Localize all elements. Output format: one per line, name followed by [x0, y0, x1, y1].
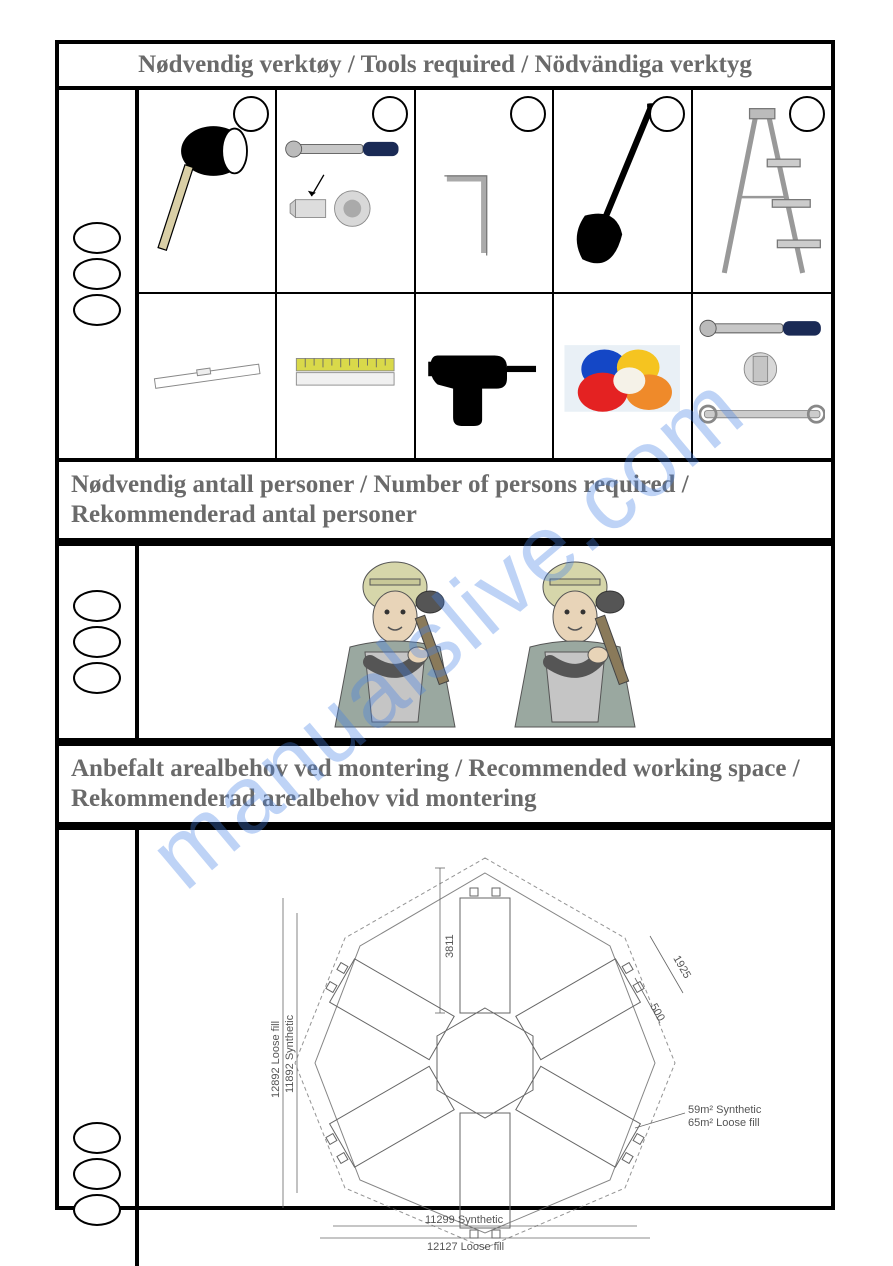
tool-cell-tape [277, 294, 415, 458]
tools-left-margin [59, 90, 139, 458]
tool-cell-shovel [554, 90, 692, 294]
count-circle [372, 96, 408, 132]
tools-cells [139, 90, 831, 458]
count-circle [789, 96, 825, 132]
workspace-left-margin [59, 830, 139, 1266]
worker-icon [310, 547, 480, 737]
page-frame: Nødvendig verktøy / Tools required / Nöd… [55, 40, 835, 1210]
color-caps-icon [560, 300, 684, 452]
checkbox-ellipse [73, 258, 121, 290]
persons-left-margin [59, 546, 139, 738]
drill-icon [422, 300, 546, 452]
ratchet-socket-wrench-icon [699, 300, 825, 452]
count-circle [510, 96, 546, 132]
worker-icon [490, 547, 660, 737]
checkbox-ellipse [73, 662, 121, 694]
level-icon [145, 300, 269, 452]
persons-section-title: Nødvendig antall personer / Number of pe… [59, 462, 831, 542]
workspace-row: 3811 1925 500 11299 Synthetic 12127 Loos… [59, 826, 831, 1266]
persons-content [139, 546, 831, 738]
checkbox-ellipse [73, 1158, 121, 1190]
dim-bottom-loose: 12127 Loose fill [427, 1241, 504, 1253]
checkbox-ellipse [73, 1122, 121, 1154]
dim-left-syn: 11892 Synthetic [284, 1014, 296, 1093]
dim-right-inner: 500 [647, 1002, 667, 1024]
dim-left-loose: 12892 Loose fill [270, 1021, 282, 1098]
dim-top: 3811 [444, 934, 456, 958]
tool-cell-hexkey [416, 90, 554, 294]
workspace-diagram: 3811 1925 500 11299 Synthetic 12127 Loos… [139, 830, 831, 1266]
area-syn: 59m² Synthetic [688, 1104, 762, 1116]
workspace-section-title: Anbefalt arealbehov ved montering / Reco… [59, 742, 831, 826]
tool-cell-caps [554, 294, 692, 458]
tool-cell-ladder [693, 90, 831, 294]
persons-row [59, 542, 831, 742]
count-circle [649, 96, 685, 132]
tools-grid [59, 90, 831, 462]
tool-cell-level [139, 294, 277, 458]
checkbox-ellipse [73, 222, 121, 254]
checkbox-ellipse [73, 1194, 121, 1226]
area-loose: 65m² Loose fill [688, 1117, 760, 1129]
tool-cell-ratchet2 [693, 294, 831, 458]
tool-cell-mallet [139, 90, 277, 294]
tool-cell-ratchet [277, 90, 415, 294]
tool-cell-drill [416, 294, 554, 458]
dim-bottom-syn: 11299 Synthetic [425, 1214, 504, 1226]
checkbox-ellipse [73, 294, 121, 326]
checkbox-ellipse [73, 590, 121, 622]
tools-section-title: Nødvendig verktøy / Tools required / Nöd… [59, 44, 831, 90]
checkbox-ellipse [73, 626, 121, 658]
tape-measure-icon [283, 300, 407, 452]
